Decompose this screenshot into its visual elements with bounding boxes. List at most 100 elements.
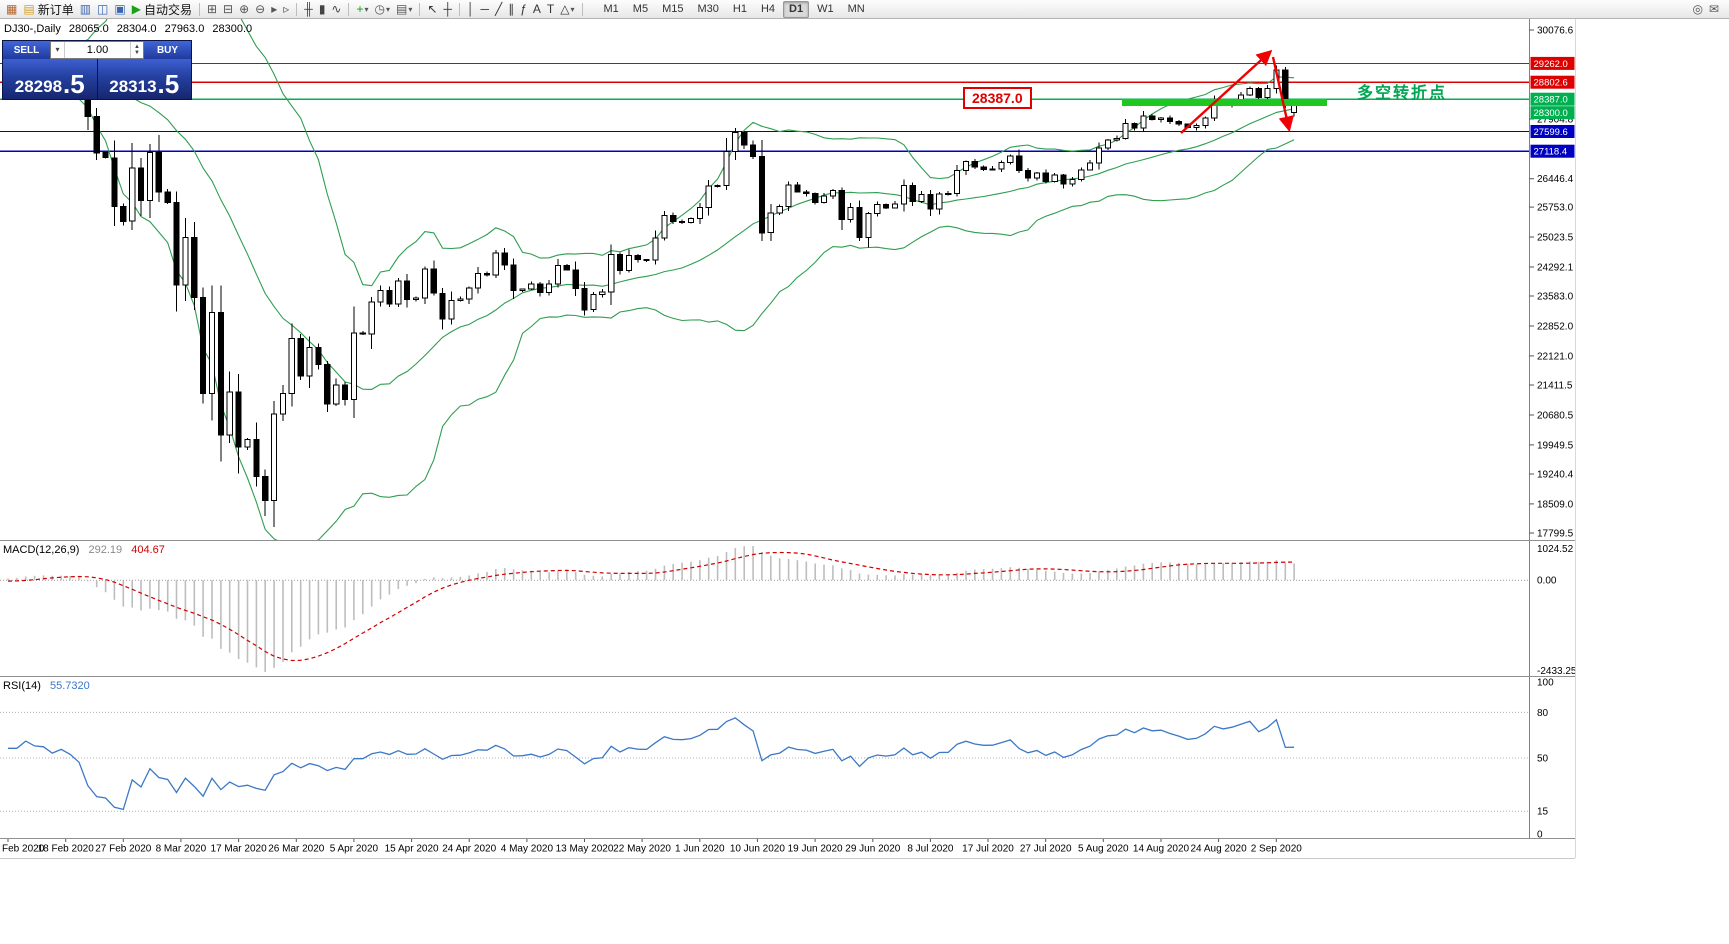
timeframe-h4[interactable]: H4 (760, 2, 775, 15)
timeframe-h1[interactable]: H1 (732, 2, 747, 15)
new-order-icon: ▤ (23, 1, 35, 16)
svg-text:28387.0: 28387.0 (1534, 95, 1568, 106)
zoom-in-button[interactable]: ⊕ (236, 1, 252, 18)
bar-chart-button[interactable]: ╫ (301, 1, 316, 18)
toolbar-separator (296, 2, 298, 16)
auto-scroll-button[interactable]: ▸ (268, 1, 280, 18)
timeframe-d1[interactable]: D1 (783, 0, 810, 18)
new-order-button[interactable]: ▤ 新订单 (20, 1, 76, 18)
horizontal-price-lines[interactable] (0, 62, 1529, 152)
timeframe-m30[interactable]: M30 (697, 2, 719, 15)
price-scale[interactable]: 30076.6 27904.8 26446.4 25753.0 25023.5 24292… (1529, 19, 1575, 838)
panel-separators[interactable] (0, 19, 1576, 859)
svg-text:10 Jun 2020: 10 Jun 2020 (730, 844, 785, 855)
sell-button[interactable]: 28298 .5 (3, 59, 98, 99)
channel-tool-icon: ∥ (508, 1, 515, 16)
svg-text:29 Jun 2020: 29 Jun 2020 (845, 844, 900, 855)
autotrading-button[interactable]: ▶ 自动交易 (129, 1, 195, 18)
tile-windows-icon: ⊞ (206, 1, 218, 16)
crosshair-tool-button[interactable]: ┼ (440, 1, 455, 18)
svg-text:22 May 2020: 22 May 2020 (613, 844, 671, 855)
cascade-windows-button[interactable]: ⊟ (220, 1, 236, 18)
new-chart-button[interactable]: ▦ (3, 1, 20, 18)
dropdown-arrow-icon[interactable]: ▾ (408, 4, 413, 14)
bar-chart-icon: ╫ (304, 1, 313, 16)
macd-name: MACD(12,26,9) (3, 544, 80, 556)
toolbar-separator (198, 2, 200, 16)
zoom-out-button[interactable]: ⊖ (252, 1, 268, 18)
buy-button-caption[interactable]: BUY (144, 41, 191, 59)
svg-text:19240.4: 19240.4 (1537, 470, 1574, 481)
volume-input[interactable]: 1.00 (86, 44, 109, 56)
svg-text:50: 50 (1537, 754, 1549, 765)
cursor-tool-button[interactable]: ↖ (424, 1, 440, 18)
buy-price-fraction: .5 (157, 68, 180, 99)
shapes-tool-button[interactable]: △ ▾ (557, 1, 577, 18)
volume-control: ▾ 1.00 ▲ ▼ (50, 41, 144, 59)
dropdown-arrow-icon[interactable]: ▾ (364, 4, 369, 14)
tile-windows-button[interactable]: ⊞ (204, 1, 220, 18)
dropdown-arrow-icon[interactable]: ▾ (386, 4, 391, 14)
svg-text:1 Jun 2020: 1 Jun 2020 (675, 844, 725, 855)
volume-down-icon[interactable]: ▼ (134, 50, 140, 56)
terminal-button[interactable]: ▣ (111, 1, 128, 18)
rsi-value: 55.7320 (49, 680, 90, 692)
sell-button-caption[interactable]: SELL (3, 41, 50, 59)
svg-text:5 Apr 2020: 5 Apr 2020 (330, 844, 379, 855)
svg-text:13 May 2020: 13 May 2020 (556, 844, 614, 855)
price-annotation-box[interactable]: 28387.0 (963, 87, 1032, 109)
chart-shift-icon: ▹ (283, 1, 290, 16)
dropdown-arrow-icon[interactable]: ▾ (570, 4, 575, 14)
svg-text:18509.0: 18509.0 (1537, 499, 1574, 510)
timeframe-m15[interactable]: M15 (662, 2, 684, 15)
svg-text:4 May 2020: 4 May 2020 (501, 844, 554, 855)
svg-text:28300.0: 28300.0 (1534, 108, 1568, 119)
templates-button[interactable]: ▤ ▾ (393, 1, 415, 18)
volume-up-icon[interactable]: ▲ (134, 44, 140, 50)
periods-button[interactable]: ◷ ▾ (372, 1, 394, 18)
timeframe-m1[interactable]: M1 (603, 2, 619, 15)
text-tool-button[interactable]: A (530, 1, 544, 18)
chart-shift-button[interactable]: ▹ (280, 1, 292, 18)
navigator-button[interactable]: ◫ (94, 1, 111, 18)
trendline-tool-icon: ╱ (494, 1, 503, 16)
buy-button[interactable]: 28313 .5 (97, 59, 191, 99)
open-value: 28065.0 (68, 23, 109, 35)
sell-price-fraction: .5 (63, 68, 85, 99)
macd-main-value: 292.19 (88, 544, 123, 556)
vertical-line-tool-button[interactable]: │ (464, 1, 478, 18)
svg-text:17 Mar 2020: 17 Mar 2020 (211, 844, 268, 855)
timeframe-mn[interactable]: MN (847, 2, 865, 15)
label-tool-button[interactable]: T (544, 1, 557, 18)
fibonacci-tool-button[interactable]: ƒ (517, 1, 530, 18)
horizontal-line-tool-button[interactable]: ─ (477, 1, 492, 18)
vertical-line-tool-icon: │ (466, 1, 475, 16)
macd-signal-line (7, 551, 1295, 662)
trendline-tool-button[interactable]: ╱ (492, 1, 505, 18)
candlestick-chart-icon: ▮ (318, 1, 326, 16)
trend-arrows[interactable] (1180, 49, 1294, 134)
support-band[interactable] (1122, 99, 1327, 106)
one-click-trading-panel: SELL ▾ 1.00 ▲ ▼ BUY 28298 .5 28313 .5 (2, 40, 192, 100)
candlestick-chart-button[interactable]: ▮ (316, 1, 329, 18)
community-button[interactable]: ✉ (1706, 1, 1722, 18)
line-chart-icon: ∿ (331, 1, 342, 16)
timeframe-m5[interactable]: M5 (632, 2, 649, 15)
volume-stepper: ▲ ▼ (130, 42, 143, 58)
svg-text:Feb 2020: Feb 2020 (2, 844, 45, 855)
line-chart-button[interactable]: ∿ (328, 1, 344, 18)
timeframe-w1[interactable]: W1 (817, 2, 834, 15)
community-icon: ✉ (1708, 1, 1719, 16)
channel-tool-button[interactable]: ∥ (505, 1, 517, 18)
svg-text:22852.0: 22852.0 (1537, 322, 1574, 333)
volume-dropdown-icon[interactable]: ▾ (51, 42, 65, 58)
search-button[interactable]: ◎ (1689, 1, 1705, 18)
svg-text:17799.5: 17799.5 (1537, 529, 1574, 540)
cursor-tool-icon: ↖ (427, 1, 438, 16)
indicators-button[interactable]: + ▾ (353, 1, 371, 18)
rsi-level-lines (0, 711, 1529, 812)
market-watch-button[interactable]: ▥ (77, 1, 94, 18)
turning-point-note[interactable]: 多空转折点 (1357, 85, 1448, 102)
